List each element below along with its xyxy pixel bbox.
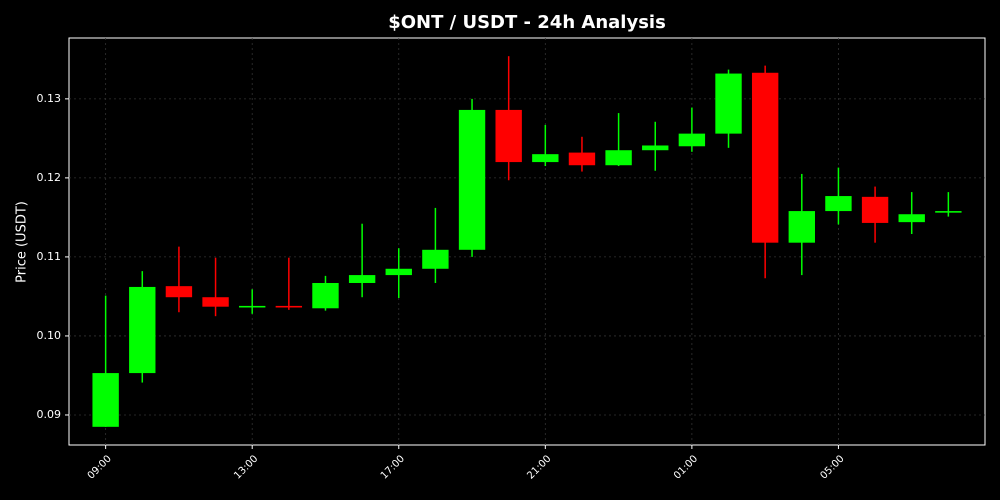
candle-body — [92, 373, 119, 427]
candle-body — [458, 109, 486, 250]
candle-body — [348, 275, 376, 283]
candle-body — [678, 133, 706, 147]
candle-body — [239, 305, 266, 308]
y-tick-label: 0.13 — [37, 92, 62, 105]
candle-body — [861, 196, 889, 223]
candle-body — [422, 249, 449, 269]
candle-body — [751, 72, 779, 243]
candle-body — [165, 286, 193, 298]
candle-body — [715, 73, 742, 134]
candle-body — [495, 109, 522, 163]
candle-body — [532, 154, 559, 163]
candle-body — [568, 152, 596, 166]
candle-body — [605, 150, 632, 166]
candle-body — [898, 214, 925, 223]
candle-body — [385, 268, 412, 276]
y-tick-label: 0.09 — [37, 408, 62, 421]
candle-body — [275, 305, 303, 308]
y-tick-label: 0.11 — [37, 250, 62, 263]
candle-body — [129, 286, 156, 374]
candle-body — [825, 196, 852, 212]
candle-body — [642, 145, 669, 151]
candle-body — [202, 297, 229, 307]
y-tick-label: 0.12 — [37, 171, 62, 184]
y-axis-label: Price (USDT) — [15, 201, 30, 283]
chart-title: $ONT / USDT - 24h Analysis — [388, 12, 666, 33]
y-tick-label: 0.10 — [37, 329, 62, 342]
candle-body — [935, 211, 962, 213]
candle-body — [312, 282, 339, 309]
plot-frame — [68, 37, 986, 446]
candle-body — [788, 211, 815, 243]
